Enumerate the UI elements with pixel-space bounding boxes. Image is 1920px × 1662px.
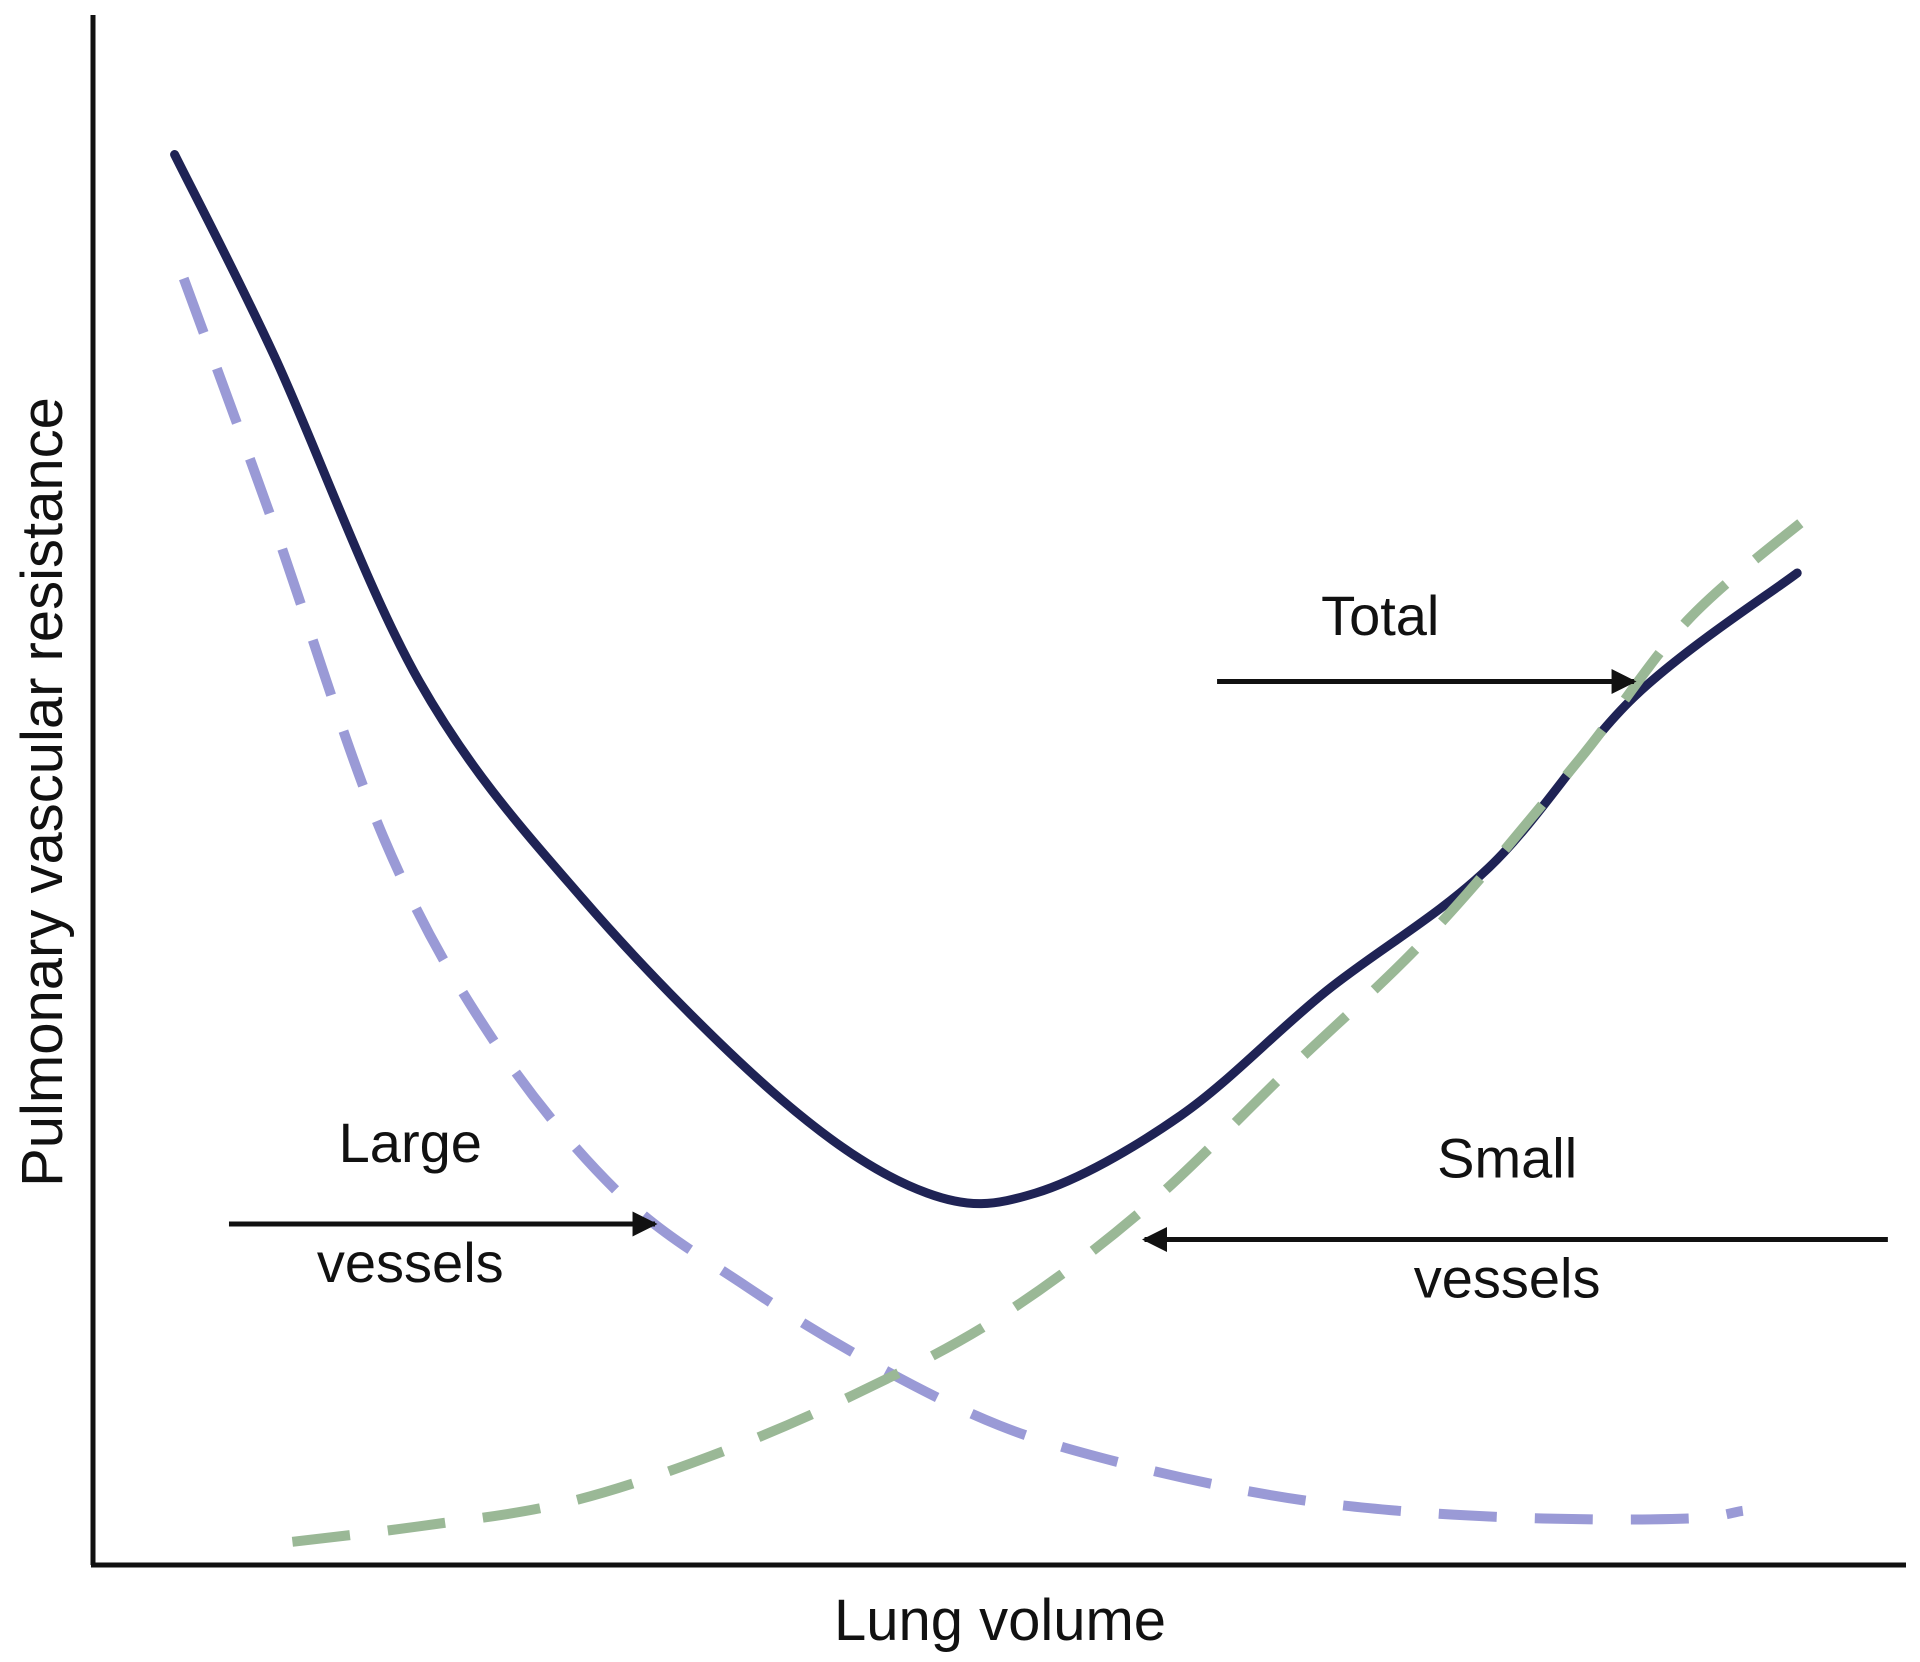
series-line-small-vessels — [291, 507, 1819, 1547]
y-axis-label: Pulmonary vascular resistance — [10, 397, 75, 1187]
x-axis-label: Lung volume — [834, 1588, 1166, 1653]
annotation-label-small-line-2: vessels — [1414, 1247, 1601, 1310]
annotation-label-total: Total — [1321, 584, 1439, 647]
series-line-large-vessels — [179, 276, 1744, 1525]
series-layer — [170, 150, 1819, 1547]
annotation-label-large-line-2: vessels — [317, 1231, 504, 1294]
annotation-label-small: Small vessels — [1414, 1127, 1601, 1310]
annotation-label-total-line-1: Total — [1321, 584, 1439, 647]
annotation-label-large: Large vessels — [317, 1111, 504, 1294]
annotation-label-small-line-1: Small — [1437, 1127, 1577, 1190]
annotation-layer: Total Large vessels Small vessels — [228, 584, 1888, 1310]
annotation-label-large-line-1: Large — [339, 1111, 482, 1174]
